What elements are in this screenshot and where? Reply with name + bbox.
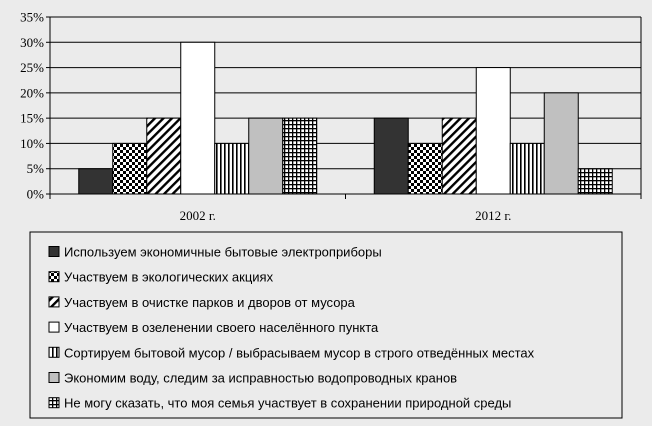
legend-label: Экономим воду, следим за исправностью во… — [64, 371, 457, 386]
legend-label: Сортируем бытовой мусор / выбрасываем му… — [64, 345, 535, 360]
y-tick-label: 20% — [20, 85, 44, 100]
bar — [112, 142, 148, 195]
legend-swatch — [48, 346, 60, 358]
y-tick-label: 5% — [27, 161, 45, 176]
bar — [78, 168, 114, 195]
y-tick-label: 35% — [20, 10, 44, 25]
bar — [146, 117, 182, 195]
bar — [373, 117, 409, 195]
legend: Используем экономичные бытовые электропр… — [48, 245, 535, 411]
bars — [78, 41, 613, 195]
x-tick-label: 2012 г. — [475, 208, 511, 223]
legend-label: Используем экономичные бытовые электропр… — [64, 245, 382, 260]
legend-label: Участвуем в озеленении своего населённог… — [64, 320, 379, 335]
legend-swatch — [48, 321, 60, 333]
legend-label: Не могу сказать, что моя семья участвует… — [64, 396, 511, 411]
x-tick-label: 2002 г. — [180, 208, 216, 223]
legend-box — [29, 231, 623, 419]
bar — [441, 117, 477, 195]
y-tick-label: 0% — [27, 187, 45, 202]
bar — [577, 168, 613, 195]
bar — [282, 117, 318, 195]
legend-label: Участвуем в экологических акциях — [64, 270, 274, 285]
bar — [475, 67, 511, 195]
bar — [214, 142, 250, 195]
legend-swatch — [48, 397, 60, 409]
legend-swatch — [48, 246, 60, 257]
x-axis: 2002 г. 2012 г. — [49, 193, 642, 223]
bar — [407, 142, 443, 195]
bar — [180, 41, 216, 195]
bar — [543, 92, 579, 195]
legend-swatch — [48, 271, 60, 283]
y-tick-label: 15% — [20, 111, 44, 126]
legend-swatch — [48, 296, 60, 308]
y-axis: 0% 5% 10% 15% 20% 25% 30% 35% — [20, 10, 642, 202]
legend-swatch — [48, 372, 60, 383]
y-tick-label: 30% — [20, 35, 44, 50]
y-tick-label: 10% — [20, 136, 44, 151]
bar — [248, 117, 284, 195]
y-tick-label: 25% — [20, 60, 44, 75]
legend-label: Участвуем в очистке парков и дворов от м… — [64, 295, 356, 310]
bar — [509, 142, 545, 195]
